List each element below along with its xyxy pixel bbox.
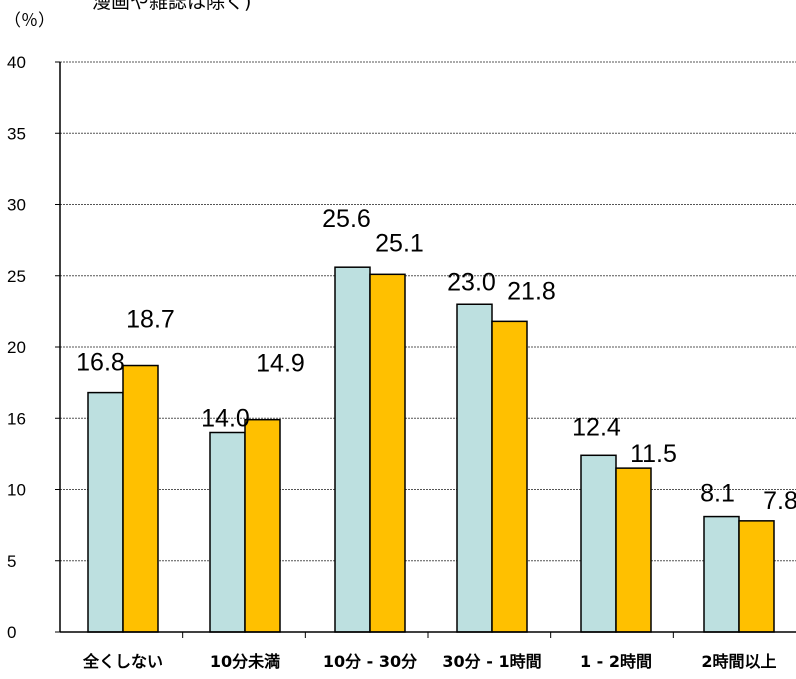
- y-tick-label: 16: [7, 409, 26, 428]
- value-label-series-1-0: 16.8: [76, 349, 125, 377]
- bar-series-2-5: [738, 520, 775, 633]
- y-tick-label: 40: [7, 53, 26, 72]
- value-label-series-1-1: 14.0: [201, 405, 250, 433]
- value-label-series-1-2: 25.6: [322, 205, 371, 233]
- bar-series-1-3: [456, 303, 493, 633]
- value-label-series-2-1: 14.9: [256, 350, 305, 378]
- x-category-label: 30分 - 1時間: [442, 652, 541, 671]
- y-tick-label: 25: [7, 267, 26, 286]
- bar-series-2-3: [491, 320, 528, 633]
- value-labels: 16.818.7 14.014.9 25.625.1 23.0 21.8 12.4 11.5…: [76, 205, 796, 515]
- x-axis-labels: 全くしない 10分未満 10分 - 30分 30分 - 1時間 1 - 2時間 2時間以上: [82, 632, 777, 671]
- chart-title: 漫画や雑誌は除く): [92, 0, 251, 13]
- value-label-series-2-3: 21.8: [507, 277, 556, 305]
- bar-series-2-0: [122, 364, 159, 633]
- y-tick-label: 30: [7, 196, 26, 215]
- bar-series-2-2: [369, 273, 406, 633]
- y-axis-ticks: 0 5 10 16 20 25 30 35 40: [7, 53, 60, 642]
- y-axis-unit-label: （％）: [4, 11, 55, 31]
- bar-series-1-5: [703, 515, 740, 633]
- gridlines: [60, 61, 796, 562]
- x-category-label: 全くしない: [82, 652, 163, 671]
- bar-series-1-2: [334, 266, 371, 633]
- bar-series-1-1: [209, 431, 246, 633]
- y-tick-label: 20: [7, 338, 26, 357]
- bar-series-1-0: [87, 391, 124, 633]
- bar-series-1-4: [580, 454, 617, 633]
- x-category-label: 2時間以上: [701, 652, 776, 671]
- y-tick-label: 0: [7, 623, 16, 642]
- y-tick-label: 10: [7, 481, 26, 500]
- value-label-series-2-5: 7.8: [763, 487, 796, 515]
- x-category-label: 10分 - 30分: [323, 652, 417, 671]
- y-tick-label: 5: [7, 552, 16, 571]
- value-label-series-1-3: 23.0: [447, 268, 496, 296]
- y-tick-label: 35: [7, 124, 26, 143]
- value-label-series-2-4: 11.5: [630, 440, 677, 468]
- bar-series-2-1: [244, 418, 281, 633]
- value-label-series-1-4: 12.4: [572, 413, 621, 441]
- value-label-series-2-0: 18.7: [126, 306, 175, 334]
- value-label-series-1-5: 8.1: [700, 480, 735, 508]
- x-category-label: 1 - 2時間: [580, 652, 652, 671]
- x-category-label: 10分未満: [210, 652, 280, 671]
- bar-series-2-4: [615, 467, 652, 633]
- value-label-series-2-2: 25.1: [375, 229, 424, 257]
